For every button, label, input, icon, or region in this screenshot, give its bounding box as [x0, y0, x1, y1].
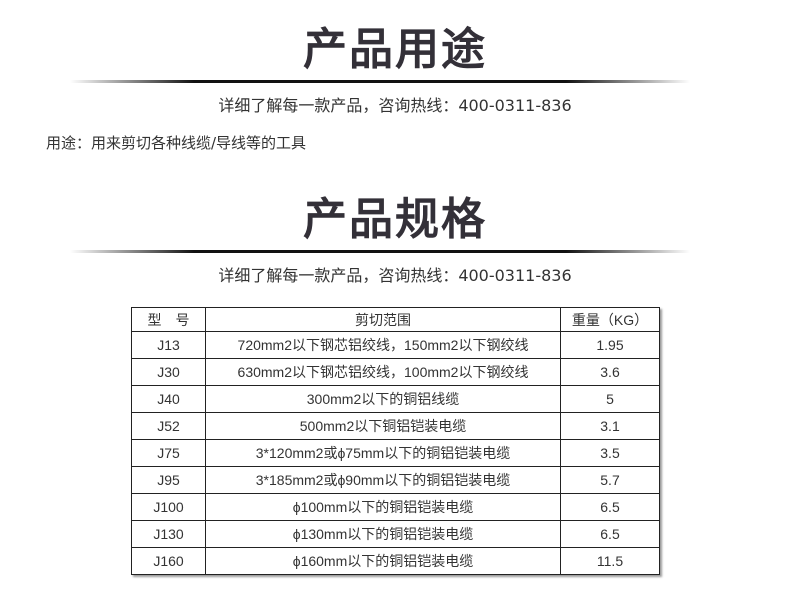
cell-range: ϕ100mm以下的铜铝铠装电缆	[205, 493, 561, 521]
cell-weight: 11.5	[560, 547, 660, 575]
table-row: J30 630mm2以下钢芯铝绞线，100mm2以下钢绞线 3.6	[131, 358, 660, 386]
cell-weight: 3.5	[560, 439, 660, 467]
table-row: J40 300mm2以下的铜铝线缆 5	[131, 385, 660, 413]
cell-range: ϕ130mm以下的铜铝铠装电缆	[205, 520, 561, 548]
table-row: J13 720mm2以下钢芯铝绞线，150mm2以下钢绞线 1.95	[131, 331, 660, 359]
header-model: 型 号	[131, 307, 206, 332]
divider	[70, 250, 690, 253]
cell-range: 3*120mm2或ϕ75mm以下的铜铝铠装电缆	[205, 439, 561, 467]
header-range: 剪切范围	[205, 307, 561, 332]
cell-model: J160	[131, 547, 206, 575]
cell-weight: 1.95	[560, 331, 660, 359]
cell-model: J130	[131, 520, 206, 548]
cell-weight: 3.1	[560, 412, 660, 440]
cell-weight: 5	[560, 385, 660, 413]
cell-range: 300mm2以下的铜铝线缆	[205, 385, 561, 413]
cell-range: 720mm2以下钢芯铝绞线，150mm2以下钢绞线	[205, 331, 561, 359]
cell-model: J100	[131, 493, 206, 521]
cell-weight: 5.7	[560, 466, 660, 494]
cell-weight: 6.5	[560, 520, 660, 548]
cell-range: 500mm2以下铜铝铠装电缆	[205, 412, 561, 440]
hotline-text: 详细了解每一款产品，咨询热线：400-0311-836	[218, 266, 572, 285]
table-row: J100 ϕ100mm以下的铜铝铠装电缆 6.5	[131, 493, 660, 521]
cell-model: J13	[131, 331, 206, 359]
table-row: J95 3*185mm2或ϕ90mm以下的铜铝铠装电缆 5.7	[131, 466, 660, 494]
cell-model: J52	[131, 412, 206, 440]
spec-table: 型 号 剪切范围 重量（KG） J13 720mm2以下钢芯铝绞线，150mm2以…	[131, 307, 660, 575]
cell-model: J75	[131, 439, 206, 467]
cell-range: 630mm2以下钢芯铝绞线，100mm2以下钢绞线	[205, 358, 561, 386]
hotline-text: 详细了解每一款产品，咨询热线：400-0311-836	[218, 96, 572, 115]
divider	[70, 80, 690, 83]
header-weight: 重量（KG）	[560, 307, 660, 332]
table-row: J130 ϕ130mm以下的铜铝铠装电缆 6.5	[131, 520, 660, 548]
section-title-usage: 产品用途	[303, 24, 487, 75]
table-row: J75 3*120mm2或ϕ75mm以下的铜铝铠装电缆 3.5	[131, 439, 660, 467]
cell-model: J40	[131, 385, 206, 413]
table-header: 型 号 剪切范围 重量（KG）	[131, 307, 660, 332]
cell-weight: 6.5	[560, 493, 660, 521]
cell-model: J95	[131, 466, 206, 494]
section-title-specs: 产品规格	[303, 194, 487, 245]
cell-weight: 3.6	[560, 358, 660, 386]
table-row: J160 ϕ160mm以下的铜铝铠装电缆 11.5	[131, 547, 660, 575]
cell-model: J30	[131, 358, 206, 386]
table-row: J52 500mm2以下铜铝铠装电缆 3.1	[131, 412, 660, 440]
cell-range: ϕ160mm以下的铜铝铠装电缆	[205, 547, 561, 575]
usage-text: 用途：用来剪切各种线缆/导线等的工具	[46, 134, 307, 152]
cell-range: 3*185mm2或ϕ90mm以下的铜铝铠装电缆	[205, 466, 561, 494]
